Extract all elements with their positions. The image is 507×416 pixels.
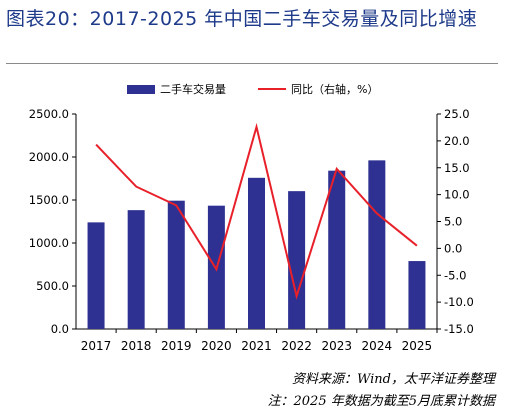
x-tick-label-2025: 2025 xyxy=(402,339,433,353)
source-note: 资料来源：Wind，太平洋证券整理 xyxy=(292,372,495,387)
left-tick-label: 1500.0 xyxy=(29,193,69,207)
bar-2017 xyxy=(87,222,105,329)
bar-2025 xyxy=(408,261,426,329)
x-tick-label-2017: 2017 xyxy=(81,339,112,353)
x-tick-label-2022: 2022 xyxy=(281,339,312,353)
bar-2021 xyxy=(248,177,265,329)
x-tick-label-2019: 2019 xyxy=(161,339,192,353)
right-tick-label: 0.0 xyxy=(444,241,462,255)
right-tick-label: 10.0 xyxy=(444,188,470,202)
bar-2019 xyxy=(167,200,185,329)
left-tick-label: 1000.0 xyxy=(29,236,69,250)
chart-title: 图表20：2017-2025 年中国二手车交易量及同比增速 xyxy=(6,8,478,30)
left-tick-label: 2500.0 xyxy=(29,107,69,121)
right-tick-label: -5.0 xyxy=(444,268,466,282)
bar-2022 xyxy=(288,191,306,329)
right-tick-label: -10.0 xyxy=(444,295,474,309)
x-tick-labels: 2017 2018 2019 2020 2021 2022 2023 2024 2025 xyxy=(81,339,432,353)
legend: 二手车交易量 同比（右轴，%） xyxy=(127,82,378,96)
bars xyxy=(87,160,426,329)
left-tick-label: 500.0 xyxy=(36,279,69,293)
legend-line-label: 同比（右轴，%） xyxy=(291,82,378,96)
x-tick-label-2021: 2021 xyxy=(241,339,272,353)
x-tick-label-2020: 2020 xyxy=(201,339,232,353)
right-tick-label: 15.0 xyxy=(444,161,470,175)
right-tick-label: 20.0 xyxy=(444,134,470,148)
bar-2024 xyxy=(368,160,386,329)
x-tick-label-2024: 2024 xyxy=(362,339,393,353)
legend-bar-label: 二手车交易量 xyxy=(160,82,226,96)
right-tick-label: -15.0 xyxy=(444,322,474,336)
bar-2023 xyxy=(328,170,346,329)
right-tick-label: 25.0 xyxy=(444,107,470,121)
legend-bar-swatch xyxy=(127,85,155,94)
data-note: 注：2025 年数据为截至5月底累计数据 xyxy=(267,394,496,409)
left-tick-labels: 0.0 500.0 1000.0 1500.0 2000.0 2500.0 xyxy=(29,107,69,336)
x-tick-label-2023: 2023 xyxy=(321,339,352,353)
bar-2018 xyxy=(127,210,145,329)
left-tick-label: 0.0 xyxy=(51,322,69,336)
x-tick-label-2018: 2018 xyxy=(121,339,152,353)
title-divider xyxy=(6,63,498,64)
right-tick-label: 5.0 xyxy=(444,215,462,229)
left-tick-label: 2000.0 xyxy=(29,150,69,164)
right-tick-labels: -15.0 -10.0 -5.0 0.0 5.0 10.0 15.0 20.0 25.0 xyxy=(444,107,474,336)
yoy-line-series xyxy=(95,122,418,300)
